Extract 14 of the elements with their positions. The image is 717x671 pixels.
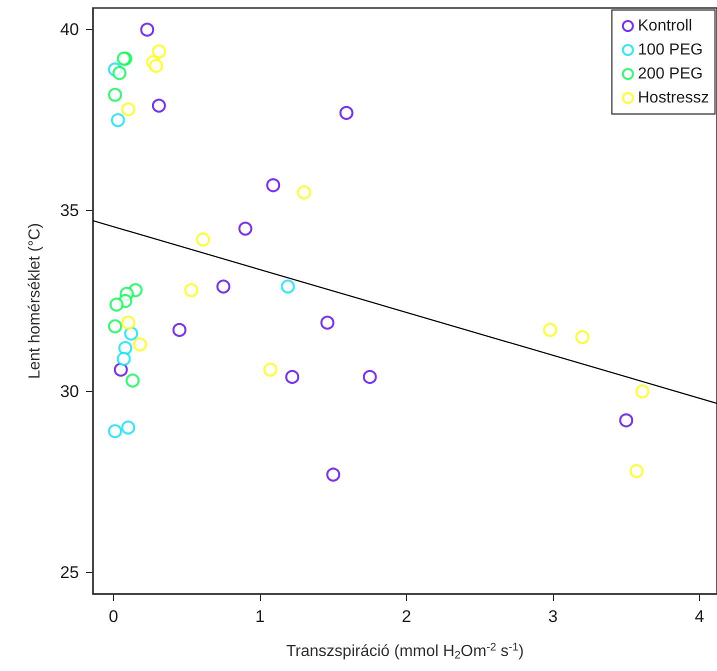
y-tick-label: 25 [60, 562, 79, 582]
y-tick-label: 30 [60, 382, 79, 401]
legend-label: Kontroll [638, 18, 692, 34]
x-tick-label: 1 [255, 607, 265, 626]
legend-label: Hostressz [638, 90, 709, 106]
x-tick-label: 0 [108, 607, 118, 626]
legend-label: 200 PEG [638, 66, 703, 82]
y-tick-label: 35 [60, 201, 79, 220]
x-tick-label: 2 [402, 607, 412, 626]
legend-label: 100 PEG [638, 42, 703, 58]
x-tick-label: 3 [548, 607, 558, 626]
x-tick-label: 4 [694, 607, 704, 626]
y-axis-title: Lent homérséklet (°C) [26, 223, 44, 379]
y-tick-label: 40 [60, 20, 79, 40]
